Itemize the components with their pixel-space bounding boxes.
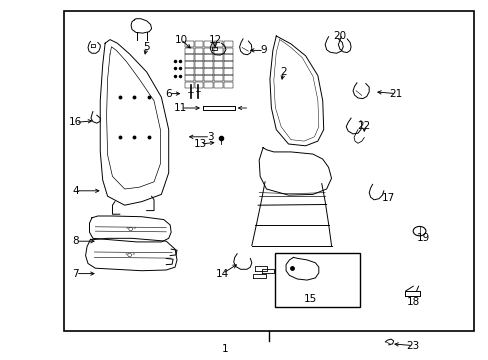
Bar (184, 61, 193, 68)
Bar (194, 61, 203, 68)
Text: °O°: °O° (123, 253, 135, 258)
Text: 11: 11 (174, 103, 187, 113)
Text: 22: 22 (357, 121, 370, 131)
Bar (194, 82, 203, 88)
Bar (204, 61, 213, 68)
Bar (214, 48, 223, 54)
Text: °O°: °O° (125, 227, 137, 232)
Bar (204, 41, 213, 47)
Bar (214, 68, 223, 75)
Bar (63, 11, 473, 331)
Bar (214, 75, 223, 81)
Text: 3: 3 (206, 132, 213, 142)
Bar (224, 61, 232, 68)
Text: 15: 15 (303, 294, 317, 304)
Text: 5: 5 (143, 42, 150, 52)
Text: 1: 1 (221, 344, 228, 354)
Text: 4: 4 (72, 186, 79, 196)
Bar (184, 54, 193, 61)
Text: 13: 13 (193, 139, 207, 149)
Text: 9: 9 (260, 45, 267, 55)
Bar (204, 82, 213, 88)
Text: 20: 20 (333, 31, 346, 41)
Text: 6: 6 (165, 89, 172, 99)
Bar (224, 48, 232, 54)
Bar (274, 253, 360, 307)
Bar (224, 54, 232, 61)
Bar (214, 82, 223, 88)
Bar (184, 68, 193, 75)
Text: 8: 8 (72, 236, 79, 246)
Bar (224, 75, 232, 81)
Text: 16: 16 (69, 117, 82, 127)
Bar (194, 68, 203, 75)
Bar (194, 48, 203, 54)
Bar (194, 41, 203, 47)
Bar (194, 54, 203, 61)
Bar (214, 41, 223, 47)
Text: 17: 17 (381, 193, 395, 203)
Text: 2: 2 (280, 67, 286, 77)
Text: 14: 14 (215, 269, 229, 279)
Text: 21: 21 (388, 89, 402, 99)
Bar (224, 82, 232, 88)
Text: 23: 23 (406, 341, 419, 351)
Bar (184, 82, 193, 88)
Text: 7: 7 (72, 269, 79, 279)
Text: 10: 10 (174, 35, 187, 45)
Bar (204, 54, 213, 61)
Text: 18: 18 (406, 297, 419, 307)
Bar (194, 75, 203, 81)
Bar (184, 48, 193, 54)
Bar (224, 68, 232, 75)
Bar (184, 75, 193, 81)
Bar (214, 54, 223, 61)
Bar (204, 75, 213, 81)
Text: 19: 19 (415, 233, 429, 243)
Bar (184, 41, 193, 47)
Bar (204, 48, 213, 54)
Bar (224, 41, 232, 47)
Text: 12: 12 (208, 35, 222, 45)
Bar (204, 68, 213, 75)
Bar (214, 61, 223, 68)
